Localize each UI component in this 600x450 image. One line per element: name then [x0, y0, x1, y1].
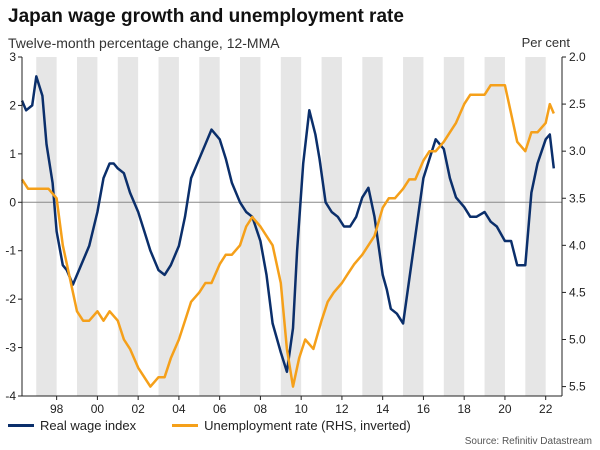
x-tick-label: 14 [376, 402, 390, 416]
shaded-band-1 [77, 57, 98, 396]
x-tick-label: 22 [539, 402, 553, 416]
x-tick-label: 00 [91, 402, 105, 416]
legend-swatch-real-wage [8, 424, 34, 427]
shaded-band-10 [443, 57, 465, 396]
x-tick-label: 10 [294, 402, 308, 416]
shaded-band-3 [158, 57, 179, 396]
x-tick-label: 12 [335, 402, 349, 416]
legend-swatch-unemployment [172, 424, 199, 427]
left-tick-label: -1 [5, 244, 16, 258]
shaded-band-4 [199, 57, 220, 396]
x-tick-label: 98 [50, 402, 64, 416]
x-tick-label: 16 [417, 402, 431, 416]
shaded-band-7 [321, 57, 342, 396]
right-tick-label: 5.0 [569, 333, 586, 347]
legend-item-unemployment: Unemployment rate (RHS, inverted) [172, 418, 411, 433]
left-tick-label: 0 [9, 195, 16, 209]
x-tick-label: 20 [498, 402, 512, 416]
right-tick-label: 2.5 [569, 97, 586, 111]
x-tick-label: 04 [172, 402, 186, 416]
x-tick-label: 08 [254, 402, 268, 416]
right-tick-label: 3.5 [569, 191, 586, 205]
legend-item-real-wage: Real wage index [8, 418, 136, 433]
right-axis-unit: Per cent [521, 35, 570, 50]
x-tick-label: 02 [131, 402, 145, 416]
x-tick-label: 06 [213, 402, 227, 416]
legend-label-real-wage: Real wage index [40, 418, 137, 433]
left-tick-label: -2 [5, 292, 16, 306]
shaded-band-9 [403, 57, 424, 396]
right-tick-label: 4.0 [569, 238, 586, 252]
shaded-band-0 [36, 57, 57, 396]
shaded-band-8 [362, 57, 383, 396]
chart-title: Japan wage growth and unemployment rate [8, 6, 404, 27]
chart-subtitle: Twelve-month percentage change, 12-MMA [8, 35, 280, 51]
shaded-band-11 [484, 57, 505, 396]
series-line-unemployment [20, 83, 555, 388]
right-tick-label: 5.5 [569, 380, 586, 394]
x-tick-label: 18 [458, 402, 472, 416]
right-tick-label: 4.5 [569, 285, 586, 299]
shaded-band-12 [525, 57, 546, 396]
series-line-real-wage [20, 75, 556, 374]
left-tick-label: -3 [5, 341, 16, 355]
right-tick-label: 3.0 [569, 144, 586, 158]
right-tick-label: 2.0 [569, 50, 586, 64]
left-tick-label: 1 [9, 147, 16, 161]
shaded-band-6 [280, 57, 302, 396]
left-tick-label: 2 [9, 98, 16, 112]
legend: Real wage index Unemployment rate (RHS, … [8, 418, 447, 433]
source-note: Source: Refinitiv Datastream [464, 436, 592, 447]
left-tick-label: -4 [5, 389, 16, 403]
legend-label-unemployment: Unemployment rate (RHS, inverted) [204, 418, 411, 433]
left-tick-label: 3 [9, 50, 16, 64]
shaded-band-2 [117, 57, 139, 396]
shaded-band-5 [240, 57, 261, 396]
